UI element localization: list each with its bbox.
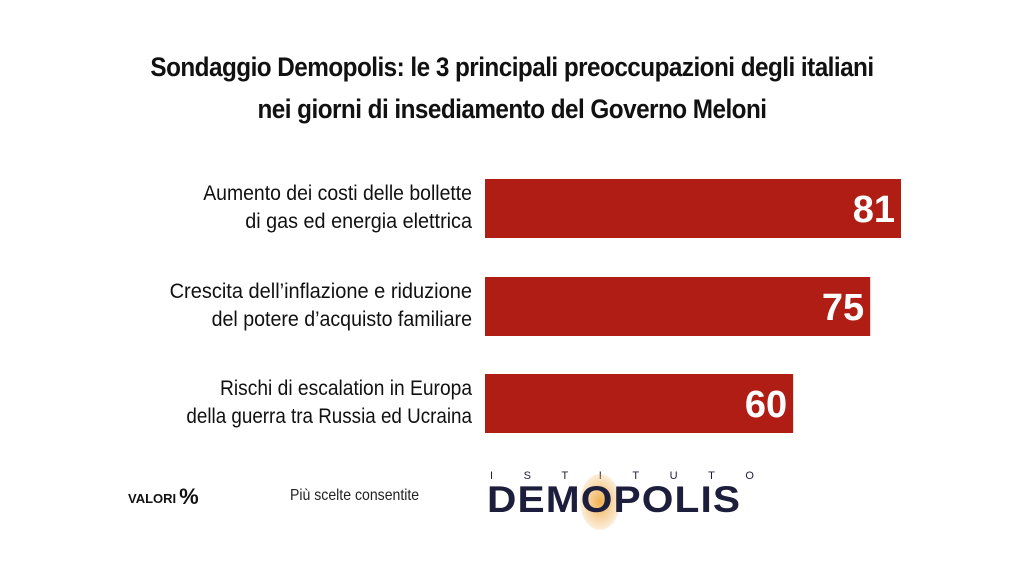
category-label: Rischi di escalation in Europa (220, 377, 472, 400)
logo-letter: T (632, 470, 640, 482)
category-label: della guerra tra Russia ed Ucraina (186, 405, 472, 428)
logo-name: DEMOPOLIS (487, 479, 742, 520)
logo-glow (580, 474, 620, 530)
category-label: Aumento dei costi delle bollette (203, 182, 472, 205)
logo-letter: T (708, 470, 715, 482)
logo-letter: U (669, 470, 678, 482)
multiple-choice-note: Più scelte consentite (290, 487, 420, 504)
bar (485, 374, 794, 433)
category-label: di gas ed energia elettrica (245, 210, 472, 233)
logo-letter: I (490, 470, 494, 482)
values-unit-label: VALORI% (128, 484, 199, 510)
percent-sign: % (179, 484, 199, 509)
logo-letter: S (523, 470, 531, 482)
bar (485, 277, 871, 336)
category-label: del potere d’acquisto familiare (212, 308, 472, 331)
valori-text: VALORI (128, 491, 177, 506)
logo-letter: O (745, 470, 754, 482)
chart-title: Sondaggio Demopolis: le 3 principali pre… (51, 46, 973, 130)
title-line-1: Sondaggio Demopolis: le 3 principali pre… (150, 52, 874, 82)
logo-letter: T (561, 470, 569, 482)
bar (485, 179, 901, 238)
demopolis-logo: ISTITUTO DEMOPOLIS (487, 470, 757, 530)
data-label: 81 (853, 189, 895, 231)
title-line-2: nei giorni di insediamento del Governo M… (257, 94, 767, 124)
data-label: 60 (745, 384, 787, 426)
category-label: Crescita dell’inflazione e riduzione (170, 280, 472, 303)
data-label: 75 (822, 287, 864, 329)
